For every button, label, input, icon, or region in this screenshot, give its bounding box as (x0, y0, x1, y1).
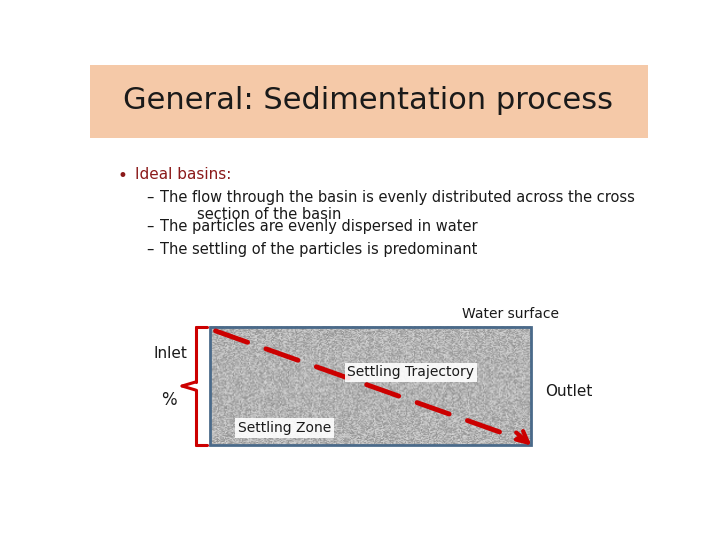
Text: Water surface: Water surface (462, 307, 559, 321)
Text: The settling of the particles is predominant: The settling of the particles is predomi… (160, 241, 477, 256)
Text: Ideal basins:: Ideal basins: (135, 167, 231, 181)
Text: Settling Trajectory: Settling Trajectory (347, 366, 474, 380)
FancyBboxPatch shape (90, 65, 648, 138)
Text: Inlet: Inlet (154, 346, 188, 361)
Text: General: Sedimentation process: General: Sedimentation process (124, 86, 613, 114)
Text: Settling Zone: Settling Zone (238, 421, 331, 435)
Text: %: % (161, 390, 176, 409)
Text: –: – (145, 190, 153, 205)
Bar (210, 327, 531, 446)
Text: The flow through the basin is evenly distributed across the cross
        sectio: The flow through the basin is evenly dis… (160, 190, 634, 222)
Text: Outlet: Outlet (545, 384, 592, 399)
Text: •: • (118, 167, 127, 185)
Text: The particles are evenly dispersed in water: The particles are evenly dispersed in wa… (160, 219, 477, 234)
Text: –: – (145, 219, 153, 234)
Text: –: – (145, 241, 153, 256)
